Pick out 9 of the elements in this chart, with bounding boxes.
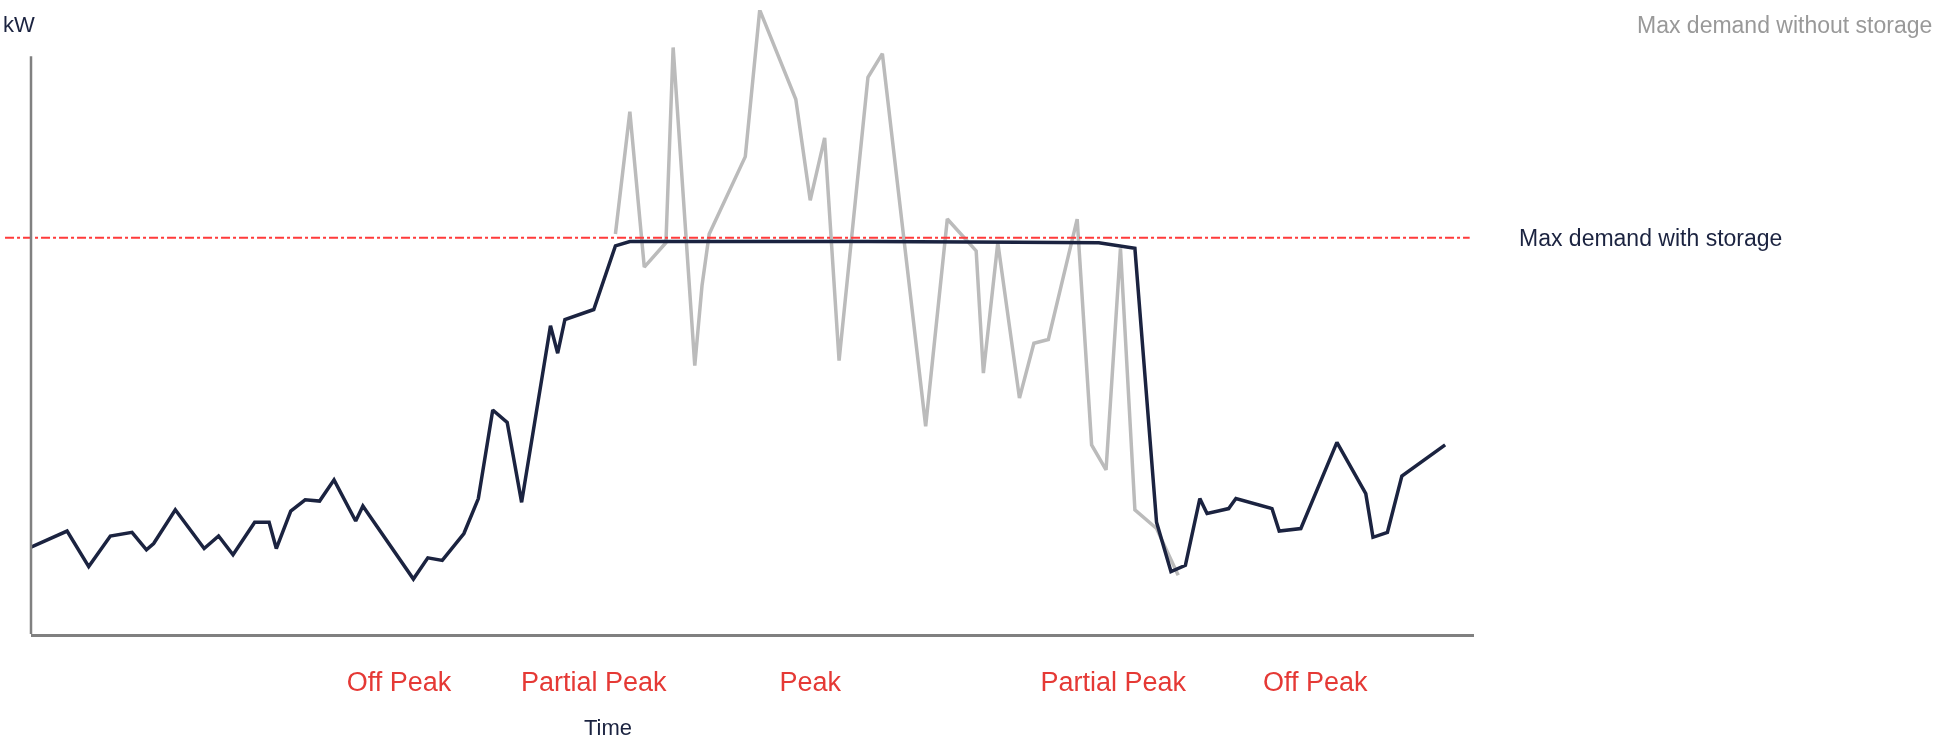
x-tick-label: Peak — [779, 666, 842, 697]
x-axis-title: Time — [584, 715, 633, 740]
y-axis-title: kW — [3, 12, 35, 37]
text: Max demand without storage — [1637, 12, 1933, 38]
x-tick-label: Off Peak — [1262, 666, 1369, 697]
text: Max demand with storage — [1519, 225, 1783, 251]
x-tick-label: Partial Peak — [1040, 666, 1187, 697]
x-tick-label: Partial Peak — [520, 666, 668, 697]
x-tick-label: Off Peak — [346, 666, 452, 697]
